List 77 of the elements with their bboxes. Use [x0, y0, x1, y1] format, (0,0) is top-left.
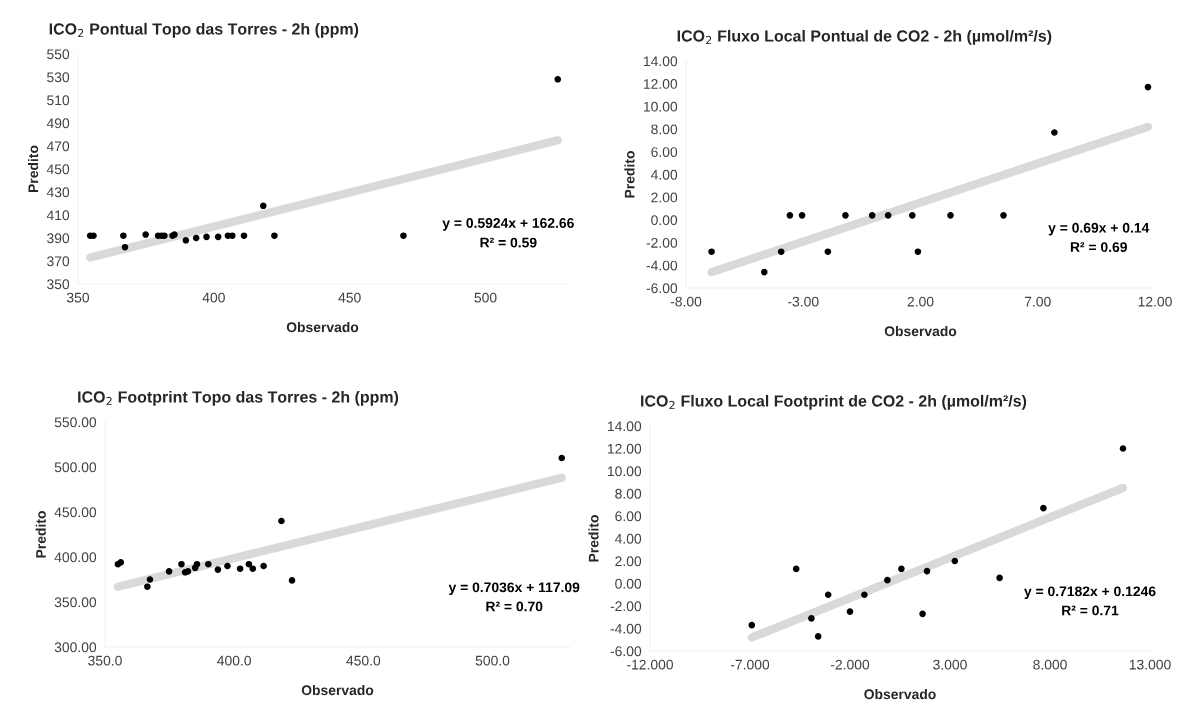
y-tick-label: 390 — [47, 233, 70, 244]
x-axis-title: Observado — [286, 321, 359, 333]
y-axis-title: Predito — [35, 511, 46, 558]
annotation: R² = 0.71 — [1062, 605, 1119, 616]
x-tick-label: 8.000 — [1033, 659, 1067, 670]
y-axis-title: Predito — [27, 145, 39, 192]
annotation: y = 0.7036x + 117.09 — [448, 582, 580, 595]
y-tick-label: 10.00 — [643, 101, 678, 112]
y-tick-label: 370 — [47, 256, 70, 267]
x-tick-label: 450.0 — [346, 655, 381, 666]
x-tick-label: 2.00 — [907, 296, 934, 307]
y-tick-label: 12.00 — [643, 79, 678, 89]
y-tick-label: 6.00 — [651, 147, 678, 157]
x-tick-label: -12.000 — [627, 659, 674, 670]
y-tick-label: 510 — [47, 95, 70, 106]
annotation: y = 0.69x + 0.14 — [1048, 222, 1150, 236]
y-tick-label: 450.00 — [54, 507, 97, 518]
y-tick-label: -2.00 — [646, 237, 678, 248]
x-axis-title: Observado — [864, 688, 936, 700]
y-tick-label: 530 — [47, 72, 70, 83]
y-tick-label: 550 — [47, 49, 70, 60]
y-tick-label: 470 — [46, 141, 70, 152]
annotation: y = 0.7182x + 0.1246 — [1024, 586, 1156, 599]
x-tick-label: -3.00 — [788, 296, 819, 307]
y-tick-label: 550.00 — [54, 417, 97, 428]
x-tick-label: -2.000 — [830, 659, 870, 670]
y-tick-label: 400.00 — [54, 552, 97, 563]
y-tick-label: 6.00 — [615, 511, 642, 522]
y-tick-label: 350.00 — [54, 597, 97, 608]
y-tick-label: -4.00 — [610, 623, 642, 634]
y-tick-label: 410 — [46, 210, 70, 221]
y-tick-label: 500.00 — [54, 462, 97, 473]
x-tick-label: 13.000 — [1129, 659, 1171, 670]
y-tick-label: 450 — [46, 164, 70, 175]
x-tick-label: 3.000 — [933, 659, 967, 670]
y-tick-label: -2.00 — [610, 601, 642, 612]
y-tick-label: 8.00 — [651, 124, 678, 135]
x-tick-label: 400 — [202, 292, 225, 303]
y-axis-title: Predito — [588, 515, 599, 562]
y-tick-label: -6.00 — [646, 283, 678, 294]
y-axis-title: Predito — [624, 151, 635, 198]
x-tick-label: 400.0 — [217, 655, 251, 666]
y-tick-label: 4.00 — [650, 169, 678, 180]
y-tick-label: -4.00 — [646, 260, 678, 271]
chart-title: ICO$_{2}$ Footprint Topo das Torres - 2h (ppm) — [78, 390, 399, 406]
y-tick-label: 2.00 — [651, 192, 678, 203]
y-tick-label: 430 — [46, 187, 70, 198]
x-axis-title: Observado — [884, 325, 957, 337]
y-tick-label: 4.00 — [614, 533, 642, 544]
chart-title: ICO$_{2}$ Fluxo Local Pontual de CO2 - 2h (µmol/m²/s) — [677, 29, 1052, 45]
x-tick-label: 450 — [338, 292, 361, 303]
x-axis-title: Observado — [301, 684, 374, 696]
annotation: y = 0.5924x + 162.66 — [442, 218, 574, 231]
annotation: R² = 0.59 — [480, 237, 537, 248]
y-tick-label: 14.00 — [643, 56, 678, 67]
y-tick-label: 8.00 — [615, 488, 642, 499]
x-tick-label: 7.00 — [1024, 296, 1051, 307]
y-tick-label: 12.00 — [607, 443, 642, 454]
annotation: R² = 0.69 — [1070, 242, 1127, 252]
x-tick-label: -7.000 — [730, 659, 770, 670]
y-tick-label: 0.00 — [651, 215, 678, 226]
chart-title: ICO$_{2}$ Pontual Topo das Torres - 2h (ppm) — [49, 22, 359, 38]
chart-title: ICO$_{2}$ Fluxo Local Footprint de CO2 - 2h (µmol/m²/s) — [641, 394, 1027, 410]
y-tick-label: 300.00 — [54, 642, 97, 653]
x-tick-label: -8.00 — [670, 296, 702, 307]
x-tick-label: 500 — [474, 292, 497, 303]
x-tick-label: 500.0 — [475, 655, 510, 666]
y-tick-label: 14.00 — [607, 421, 642, 432]
x-tick-label: 350.0 — [88, 655, 122, 666]
y-tick-label: -6.00 — [610, 646, 642, 657]
y-tick-label: 490 — [46, 118, 70, 129]
y-tick-label: 2.00 — [615, 556, 642, 567]
y-tick-label: 350 — [47, 279, 70, 290]
annotation: R² = 0.70 — [486, 601, 543, 612]
y-tick-label: 0.00 — [615, 578, 642, 589]
x-tick-label: 12.00 — [1138, 296, 1172, 307]
y-tick-label: 10.00 — [607, 466, 642, 477]
